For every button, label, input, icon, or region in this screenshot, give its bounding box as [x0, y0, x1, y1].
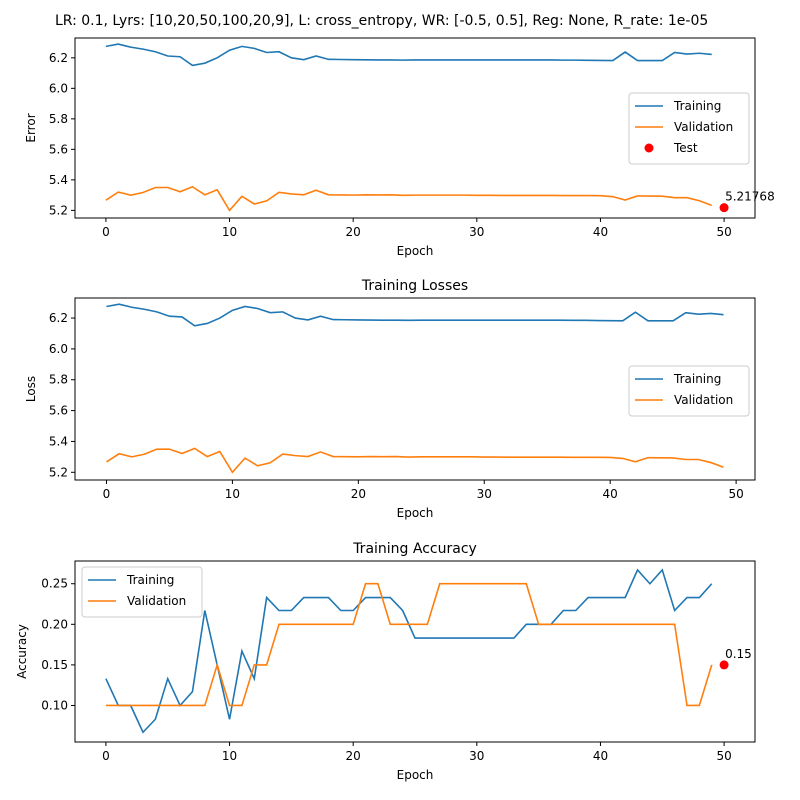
series-line-validation — [105, 582, 713, 707]
legend: Training Validation — [81, 566, 203, 618]
legend-label: Training — [673, 99, 721, 113]
x-tick-label: 20 — [346, 749, 361, 763]
x-tick-label: 30 — [477, 487, 492, 501]
chart-title: Training Losses — [361, 278, 468, 294]
test-point-label: 0.15 — [725, 647, 752, 661]
legend: Training Validation Test — [628, 92, 750, 165]
y-tick-label: 5.6 — [49, 404, 68, 418]
x-tick-label: 20 — [351, 487, 366, 501]
y-tick-label: 6.2 — [49, 51, 68, 65]
x-tick-label: 40 — [593, 749, 608, 763]
chart-panel-1: 0 10 20 30 40 50 5.2 5.4 5.6 5.8 6.0 6.2 Epoch Error L… — [24, 13, 775, 258]
x-tick-label: 20 — [346, 225, 361, 239]
x-axis-label: Epoch — [397, 768, 434, 782]
y-tick-label: 0.25 — [41, 577, 68, 591]
x-axis-label: Epoch — [397, 244, 434, 258]
y-tick-label: 5.2 — [49, 465, 68, 479]
legend: Training Validation — [628, 365, 750, 417]
legend-label: Validation — [674, 120, 733, 134]
y-tick-label: 5.8 — [49, 112, 68, 126]
y-tick-label: 6.0 — [49, 81, 68, 95]
series-line-validation — [105, 185, 713, 212]
chart-panel-2: 0 10 20 30 40 50 5.2 5.4 5.6 5.8 6.0 6.2 Epoch Loss Tr… — [24, 278, 756, 520]
x-tick-label: 0 — [102, 225, 110, 239]
legend-label: Validation — [127, 594, 186, 608]
x-tick-label: 10 — [222, 749, 237, 763]
y-tick-label: 0.20 — [41, 617, 68, 631]
chart-panel-3: 0 10 20 30 40 50 0.10 0.15 0.20 0.25 Epoch Accuracy… — [15, 541, 756, 782]
test-point — [719, 660, 729, 670]
x-tick-label: 0 — [103, 487, 111, 501]
y-tick-label: 5.6 — [49, 142, 68, 156]
x-tick-label: 50 — [716, 749, 731, 763]
y-axis-label: Error — [24, 113, 38, 142]
y-axis-label: Accuracy — [15, 624, 29, 679]
plot-frame — [74, 297, 756, 481]
x-tick-label: 30 — [469, 225, 484, 239]
x-tick-label: 50 — [728, 487, 743, 501]
legend-label: Training — [673, 372, 721, 386]
legend-label: Validation — [674, 393, 733, 407]
plot-frame — [74, 560, 756, 743]
series-line-training — [105, 43, 712, 67]
y-axis-label: Loss — [24, 376, 38, 402]
x-tick-label: 10 — [225, 487, 240, 501]
x-tick-label: 40 — [593, 225, 608, 239]
y-tick-label: 6.2 — [49, 311, 68, 325]
y-tick-label: 5.4 — [49, 173, 68, 187]
plot-frame — [74, 37, 756, 219]
y-tick-label: 5.2 — [49, 203, 68, 217]
x-axis-label: Epoch — [397, 506, 434, 520]
x-tick-label: 0 — [102, 749, 110, 763]
series-line-validation — [106, 447, 724, 474]
chart-title: LR: 0.1, Lyrs: [10,20,50,100,20,9], L: c… — [55, 13, 708, 29]
y-tick-label: 6.0 — [49, 342, 68, 356]
y-tick-label: 0.15 — [41, 658, 68, 672]
legend-box — [628, 92, 750, 165]
x-tick-label: 10 — [222, 225, 237, 239]
legend-swatch-test — [644, 143, 654, 153]
y-tick-label: 5.8 — [49, 373, 68, 387]
test-point-label: 5.21768 — [725, 190, 775, 204]
series-line-training — [106, 303, 724, 327]
y-tick-label: 0.10 — [41, 698, 68, 712]
y-tick-label: 5.4 — [49, 434, 68, 448]
x-tick-label: 50 — [716, 225, 731, 239]
x-tick-label: 40 — [603, 487, 618, 501]
test-point — [719, 203, 729, 213]
legend-label: Training — [126, 573, 174, 587]
legend-label: Test — [673, 141, 698, 155]
chart-title: Training Accuracy — [352, 541, 477, 557]
x-tick-label: 30 — [469, 749, 484, 763]
